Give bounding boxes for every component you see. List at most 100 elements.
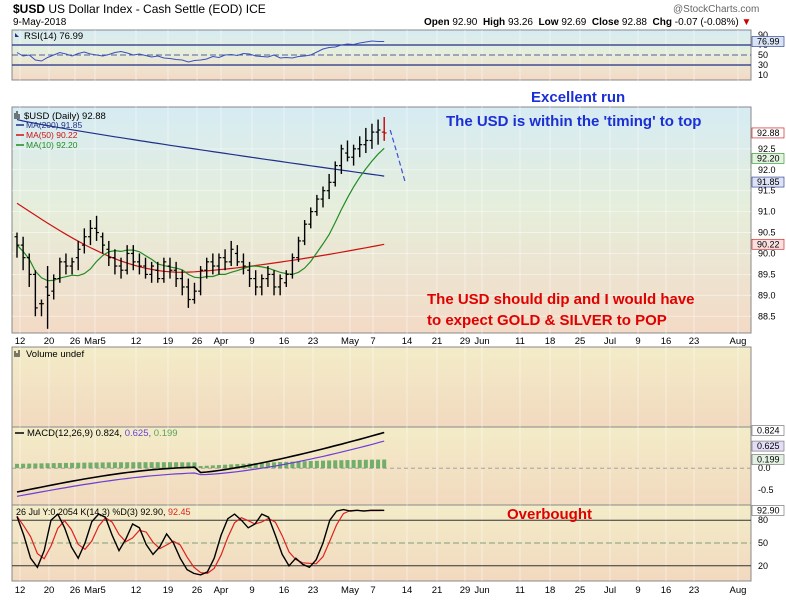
- macd-hist-bar: [149, 462, 154, 469]
- x-tick-bottom: 16: [279, 585, 290, 596]
- price-bar: [173, 261, 179, 287]
- macd-hist-bar: [70, 462, 75, 469]
- x-tick-top: 16: [279, 336, 290, 347]
- rsi-tag: 76.99: [757, 37, 780, 47]
- x-tick-top: May: [341, 336, 359, 347]
- macd-hist-bar: [235, 464, 240, 469]
- ohlc-readout: Open 92.90 High 93.26 Low 92.69 Close 92…: [424, 17, 752, 28]
- macd-hist-bar: [186, 462, 191, 469]
- price-bar: [277, 274, 283, 296]
- volume-icon: [14, 350, 20, 357]
- price-bar: [320, 186, 326, 208]
- x-tick-bottom: 25: [575, 585, 586, 596]
- macd-hist-bar: [88, 462, 93, 469]
- x-tick-bottom: 9: [635, 585, 640, 596]
- x-tick-top: 7: [370, 336, 375, 347]
- stoch-tick: 20: [758, 561, 768, 571]
- down-arrow-icon: ▼: [741, 17, 752, 28]
- price-bar: [20, 236, 26, 271]
- x-tick-top: 25: [575, 336, 586, 347]
- x-tick-top: Apr: [214, 336, 229, 347]
- price-bar: [265, 266, 271, 287]
- rsi-icon: [15, 33, 19, 37]
- price-tag-box: [751, 127, 785, 139]
- stoch-d-line: [16, 509, 385, 575]
- macd-hist-bar: [321, 460, 325, 469]
- price-tick: 92.5: [758, 144, 776, 154]
- macd-hist-bar: [259, 462, 264, 469]
- chart-marks: [14, 40, 406, 576]
- macd-hist-bar: [302, 461, 307, 469]
- macd-hist-bar: [253, 463, 258, 469]
- projection-dash: [389, 129, 406, 183]
- rsi-tick: 10: [758, 70, 768, 80]
- x-tick-top: 19: [163, 336, 174, 347]
- price-tag: 91.85: [757, 177, 780, 187]
- price-bar: [155, 261, 161, 283]
- macd-hist-bar: [125, 462, 130, 469]
- annotation-excellent-run: Excellent run: [531, 89, 626, 106]
- price-bar: [375, 119, 381, 145]
- price-label: $USD (Daily) 92.88: [24, 111, 106, 122]
- macd-hist-bar: [333, 460, 338, 469]
- rsi-tick: 30: [758, 60, 768, 70]
- x-tick-bottom: 12: [15, 585, 26, 596]
- price-bar: [222, 249, 228, 271]
- macd-hist-bar: [376, 459, 381, 469]
- stoch-tick: 80: [758, 515, 768, 525]
- symbol: $USD: [13, 2, 46, 16]
- macd-hist-bar: [39, 463, 44, 469]
- x-tick-bottom: 9: [249, 585, 254, 596]
- macd-hist-bar: [345, 460, 350, 469]
- macd-hist-bar: [265, 462, 270, 469]
- rsi-tick: 50: [758, 50, 768, 60]
- price-bar: [161, 257, 167, 283]
- x-tick-bottom: 20: [44, 585, 55, 596]
- price-bar: [216, 253, 222, 275]
- x-tick-bottom: 18: [545, 585, 556, 596]
- macd-hist-bar: [63, 462, 68, 469]
- price-tick: 89.0: [758, 290, 776, 300]
- macd-hist-bar: [27, 463, 32, 469]
- ma200-line: [16, 119, 385, 177]
- price-tag-box: [751, 238, 785, 250]
- rsi-label: RSI(14) 76.99: [24, 31, 83, 42]
- macd-hist-bar: [327, 460, 332, 469]
- price-bar: [149, 261, 155, 283]
- price-tag: 92.88: [757, 128, 780, 138]
- price-bar: [204, 257, 210, 279]
- x-tick-top: 20: [44, 336, 55, 347]
- stoch-label: 26 Jul Y:0.2054 K(14,3) %D(3) 92.90, 92.…: [16, 507, 190, 517]
- price-bar: [57, 257, 63, 283]
- x-tick-top: 9: [635, 336, 640, 347]
- macd-tag: 0.199: [757, 455, 780, 465]
- x-tick-top: 21: [432, 336, 443, 347]
- price-bar: [351, 144, 356, 166]
- stoch-tick: 50: [758, 538, 768, 548]
- x-tick-bottom: Mar5: [84, 585, 106, 596]
- rsi-line: [16, 40, 385, 63]
- price-bar: [332, 161, 338, 187]
- header-date: 9-May-2018: [13, 17, 67, 28]
- x-tick-bottom: 23: [308, 585, 319, 596]
- stoch-label-part: K(14,3): [80, 507, 112, 517]
- macd-hist-bar: [106, 462, 111, 469]
- annotation-dip-line2: to expect GOLD & SILVER to POP: [427, 312, 667, 329]
- x-tick-bottom: 12: [131, 585, 142, 596]
- macd-tick: 0.0: [758, 463, 771, 473]
- x-tick-top: 23: [308, 336, 319, 347]
- price-bar: [271, 270, 277, 296]
- price-bar: [326, 173, 332, 200]
- x-tick-bottom: 21: [432, 585, 443, 596]
- macd-hist-bar: [112, 462, 117, 469]
- x-tick-bottom: 23: [689, 585, 700, 596]
- price-bar: [94, 215, 99, 241]
- price-bar: [345, 140, 350, 162]
- price-bar: [357, 136, 363, 158]
- price-tick: 88.5: [758, 311, 776, 321]
- rsi-tick: 90: [758, 30, 768, 40]
- price-bar: [32, 270, 38, 317]
- x-tick-top: Jun: [474, 336, 489, 347]
- macd-hist-bar: [94, 462, 99, 469]
- price-tick: 89.5: [758, 269, 776, 279]
